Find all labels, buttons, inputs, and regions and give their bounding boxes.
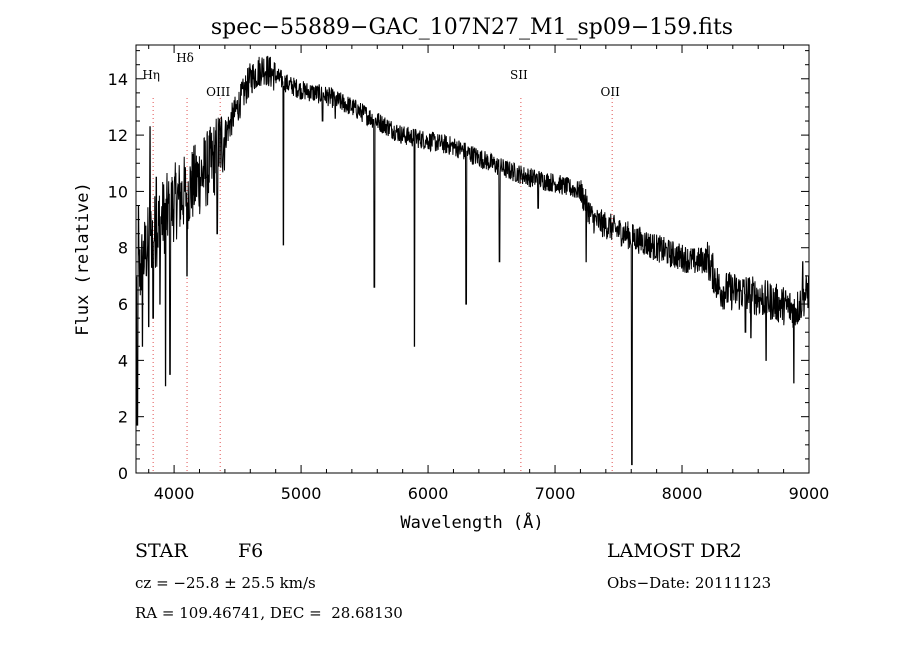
x-tick-label: 4000: [154, 484, 195, 503]
line-marker-layer: Hη Hδ OIII SII OII: [142, 51, 620, 473]
x-tick-label: 6000: [408, 484, 449, 503]
object-class: STAR: [135, 540, 188, 562]
line-marker-label: Hη: [142, 68, 160, 82]
x-tick-label: 5000: [281, 484, 322, 503]
survey-name: LAMOST DR2: [607, 540, 742, 562]
y-tick-label: 10: [108, 182, 128, 201]
line-marker-label: SII: [510, 68, 528, 82]
x-axis-label: Wavelength (Å): [400, 511, 543, 533]
spectrum-layer: [135, 55, 810, 466]
line-marker-label: OIII: [206, 85, 230, 99]
y-tick-label: 2: [118, 408, 128, 427]
spectrum-line: [135, 55, 810, 466]
plot-frame: [135, 44, 810, 474]
redshift-readout: cz = −25.8 ± 25.5 km/s: [135, 574, 316, 592]
axis-layer: 4000 5000 6000 7000 8000 9000 0 2 4 6 8 10 12 14: [108, 45, 830, 503]
chart-title: spec−55889−GAC_107N27_M1_sp09−159.fits: [211, 15, 733, 40]
line-marker-label: OII: [601, 85, 621, 99]
obs-date: Obs−Date: 20111123: [607, 574, 772, 592]
object-subclass: F6: [238, 540, 264, 562]
x-tick-label: 7000: [535, 484, 576, 503]
y-tick-label: 8: [118, 239, 128, 258]
x-tick-label: 9000: [789, 484, 830, 503]
line-marker-label: Hδ: [176, 51, 194, 65]
y-tick-label: 4: [118, 351, 128, 370]
y-tick-label: 6: [118, 295, 128, 314]
y-tick-label: 12: [108, 126, 128, 145]
coordinates: RA = 109.46741, DEC = 28.68130: [135, 604, 403, 622]
x-tick-label: 8000: [662, 484, 703, 503]
y-tick-label: 14: [108, 70, 128, 89]
y-axis-label: Flux (relative): [73, 182, 93, 336]
y-tick-label: 0: [118, 464, 128, 483]
